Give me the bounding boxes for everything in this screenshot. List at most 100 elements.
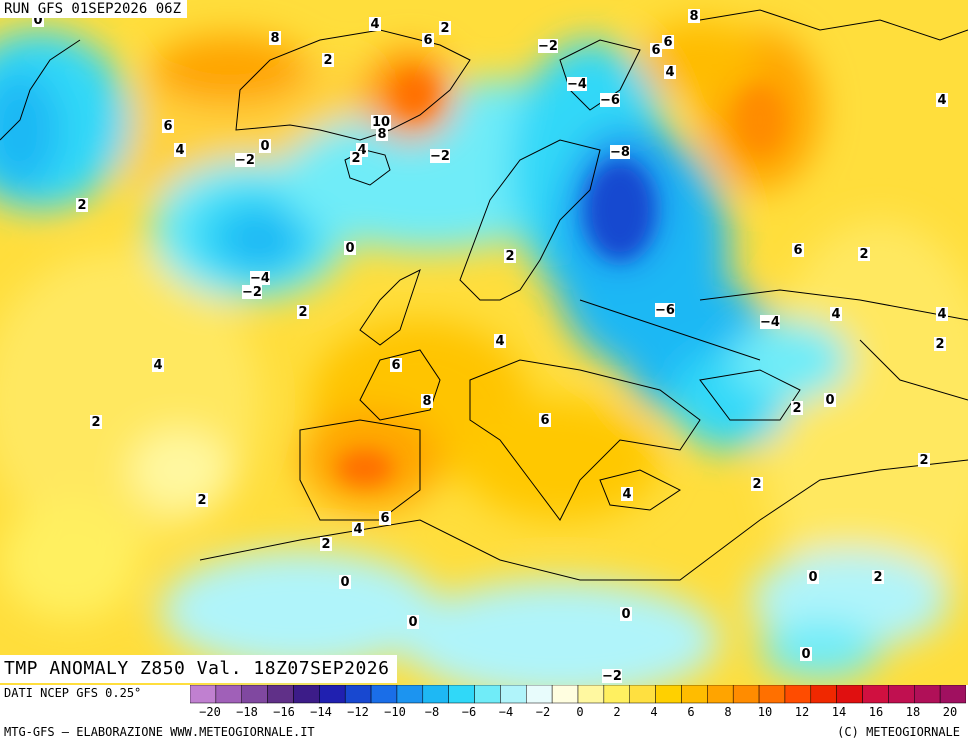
contour-label: 4 <box>495 334 504 349</box>
contour-label: 4 <box>175 143 184 158</box>
contour-label: 2 <box>351 151 360 166</box>
color-scale-swatch <box>888 685 915 704</box>
map-title: TMP ANOMALY Z850 Val. 18Z07SEP2026 <box>0 655 398 683</box>
legend-panel: DATI NCEP GFS 0.25° −20 −18 −16 −14 −12 −10 −8… <box>0 685 968 745</box>
contour-label: 6 <box>163 119 172 134</box>
contour-label: −2 <box>538 39 558 54</box>
contour-label-bg <box>390 358 402 372</box>
color-scale-swatch <box>732 685 760 704</box>
contour-label: 0 <box>825 393 834 408</box>
contour-label-bg <box>539 413 551 427</box>
contour-label-bg <box>664 65 676 79</box>
contour-label: 4 <box>357 143 366 158</box>
contour-label: 6 <box>391 358 400 373</box>
contour-label-bg <box>830 307 842 321</box>
contour-label-bg <box>242 285 262 299</box>
run-label: RUN GFS 01SEP2026 06Z <box>0 0 188 18</box>
contour-label-bg <box>824 393 836 407</box>
color-scale-tick: −6 <box>461 705 477 719</box>
color-scale-tick: 2 <box>613 705 621 719</box>
color-scale-swatch <box>862 685 889 704</box>
contour-label: 0 <box>801 647 810 662</box>
contour-label-bg <box>344 241 356 255</box>
color-scale-swatch <box>939 685 966 704</box>
color-scale-swatch <box>241 685 268 704</box>
contour-label-bg <box>269 31 281 45</box>
color-scale-tick: −10 <box>384 705 406 719</box>
color-scale-tick: −20 <box>199 705 221 719</box>
contour-label-bg <box>538 39 558 53</box>
contour-label: 4 <box>370 17 379 32</box>
contour-label: −2 <box>242 285 262 300</box>
contour-label-bg <box>751 477 763 491</box>
contour-label-bg <box>858 247 870 261</box>
contour-label-bg <box>494 334 506 348</box>
contour-label-bg <box>760 315 780 329</box>
contour-label-bg <box>196 493 208 507</box>
contour-label-bg <box>430 149 450 163</box>
contour-label-bg <box>936 93 948 107</box>
contour-label: 6 <box>540 413 549 428</box>
contour-label-bg <box>174 143 186 157</box>
contour-label-bg <box>800 647 812 661</box>
color-scale-tick: 10 <box>757 705 773 719</box>
color-scale-swatch <box>267 685 294 704</box>
contour-label-bg <box>259 139 271 153</box>
contour-label: 2 <box>91 415 100 430</box>
contour-label: 6 <box>663 35 672 50</box>
copyright-text: (C) METEOGIORNALE <box>837 725 960 739</box>
color-scale-tick: 18 <box>905 705 921 719</box>
contour-label: 4 <box>937 307 946 322</box>
contour-label: −8 <box>610 145 630 160</box>
contour-label: 10 <box>372 115 390 130</box>
color-scale-swatch <box>810 685 837 704</box>
contour-label: 2 <box>935 337 944 352</box>
contour-label-bg <box>620 607 632 621</box>
contour-label-bg <box>371 115 391 129</box>
contour-label-bg <box>250 271 270 285</box>
color-scale <box>190 685 966 704</box>
contour-label-bg <box>791 401 803 415</box>
contour-label-bg <box>807 570 819 584</box>
contour-label: 2 <box>873 570 882 585</box>
contour-label-bg <box>379 511 391 525</box>
color-scale-tick: 8 <box>724 705 732 719</box>
contour-label: −4 <box>567 77 587 92</box>
contour-label: 2 <box>919 453 928 468</box>
contour-label-bg <box>936 307 948 321</box>
contour-label: 4 <box>353 522 362 537</box>
color-scale-tick: −16 <box>273 705 295 719</box>
contour-label: 8 <box>270 31 279 46</box>
color-scale-swatch <box>448 685 475 704</box>
color-scale-swatch <box>422 685 449 704</box>
color-scale-swatch <box>396 685 424 704</box>
contour-label-bg <box>650 43 662 57</box>
contour-label: 4 <box>831 307 840 322</box>
color-scale-tick: −18 <box>236 705 258 719</box>
color-scale-swatch <box>370 685 398 704</box>
contour-label: −4 <box>760 315 780 330</box>
contour-label-bg <box>320 537 332 551</box>
contour-label-bg <box>421 394 433 408</box>
contour-label-bg <box>376 127 388 141</box>
contour-label: 4 <box>622 487 631 502</box>
contour-label: 2 <box>197 493 206 508</box>
contour-label-bg <box>662 35 674 49</box>
contour-label-bg <box>792 243 804 257</box>
color-scale-swatch <box>655 685 682 704</box>
contour-label-bg <box>422 33 434 47</box>
contour-label-bg <box>322 53 334 67</box>
contour-label-bg <box>600 93 620 107</box>
contour-label: −6 <box>600 93 620 108</box>
color-scale-swatch <box>319 685 346 704</box>
contour-label: −6 <box>655 303 675 318</box>
color-scale-swatch <box>293 685 320 704</box>
contour-label: 6 <box>793 243 802 258</box>
contour-label: 8 <box>689 9 698 24</box>
contour-label-bg <box>439 21 451 35</box>
contour-label: 2 <box>440 21 449 36</box>
contour-label: 4 <box>665 65 674 80</box>
color-scale-swatch <box>629 685 656 704</box>
color-scale-swatch <box>577 685 605 704</box>
